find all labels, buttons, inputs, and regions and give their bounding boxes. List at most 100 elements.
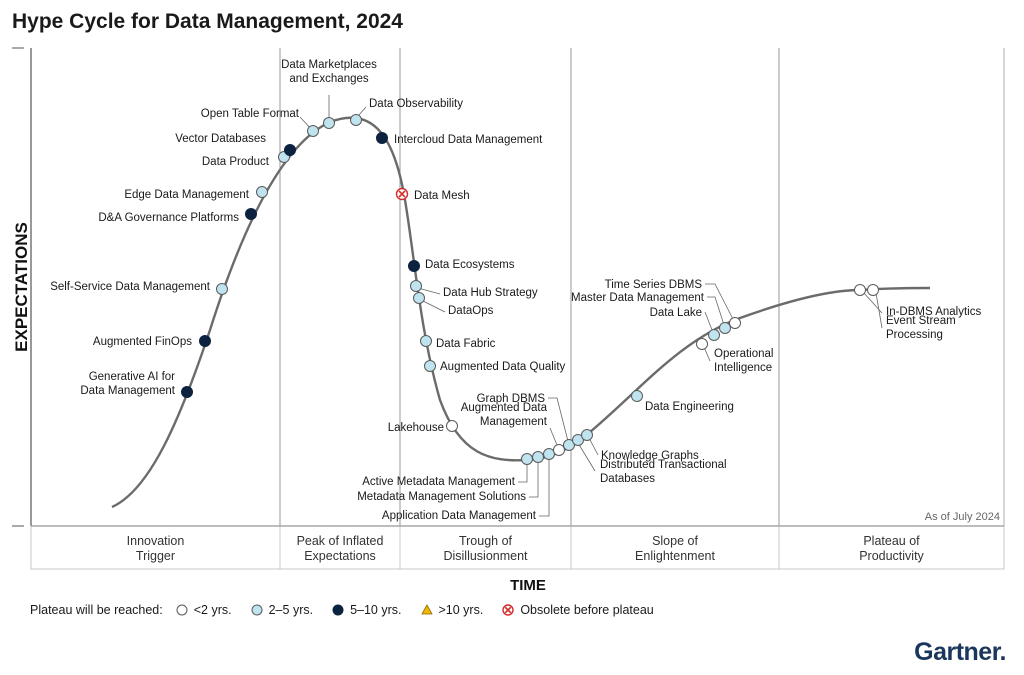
point-self-service-data-management: [216, 283, 228, 295]
label-event-stream-processing: Event Stream Processing: [886, 315, 956, 341]
phase-label: Peak of Inflated Expectations: [297, 534, 384, 563]
leader-line-metadata-management-solutions: [529, 460, 539, 498]
legend-marker-5to10: [332, 604, 344, 616]
point-graph-dbms: [563, 439, 575, 451]
phase-label: Trough of Disillusionment: [443, 534, 528, 563]
leader-line-distributed-transactional-databases: [577, 442, 596, 472]
label-in-dbms-analytics: In-DBMS Analytics: [886, 306, 981, 318]
point-generative-ai-for-data-management: [181, 386, 193, 398]
legend-label: 2–5 yrs.: [268, 603, 314, 617]
point-knowledge-graphs: [581, 429, 593, 441]
label-knowledge-graphs: Knowledge Graphs: [601, 450, 699, 462]
point-edge-data-management: [256, 186, 268, 198]
label-time-series-dbms: Time Series DBMS: [605, 279, 703, 291]
point-application-data-management: [543, 448, 555, 460]
label-data-fabric: Data Fabric: [436, 338, 496, 350]
point-augmented-data-management: [553, 444, 565, 456]
label-vector-databases: Vector Databases: [175, 133, 266, 145]
legend-item-5to10: 5–10 yrs.: [331, 603, 402, 617]
point-data-engineering: [631, 390, 643, 402]
point-open-table-format: [307, 125, 319, 137]
legend-swatch-obsolete: [502, 604, 515, 616]
point-master-data-management: [719, 322, 731, 334]
point-intercloud-data-management: [376, 132, 388, 144]
label-data-mesh: Data Mesh: [414, 190, 470, 202]
x-axis-title: TIME: [510, 577, 546, 594]
label-open-table-format: Open Table Format: [201, 108, 300, 120]
point-data-fabric: [420, 335, 432, 347]
label-active-metadata-management: Active Metadata Management: [362, 476, 516, 488]
point-in-dbms-analytics: [854, 284, 866, 296]
leader-line-graph-dbms: [548, 397, 570, 446]
phase-label: Slope of Enlightenment: [635, 534, 715, 563]
leader-line-application-data-management: [539, 457, 550, 517]
point-metadata-management-solutions: [532, 451, 544, 463]
hype-cycle-chart: Generative AI for Data Management Augmente…: [12, 47, 1005, 594]
leader-line-dataops: [420, 299, 446, 313]
label-data-lake: Data Lake: [650, 307, 702, 319]
point-event-stream-processing: [867, 284, 879, 296]
point-data-lake: [708, 329, 720, 341]
legend-label: Obsolete before plateau: [520, 603, 654, 617]
legend-swatch-gt10: [420, 604, 433, 615]
label-data-observability: Data Observability: [369, 98, 463, 110]
label-application-data-management: Application Data Management: [382, 510, 537, 522]
legend-marker-2to5: [251, 604, 263, 616]
point-operational-intelligence: [696, 338, 708, 350]
label-augmented-finops: Augmented FinOps: [93, 336, 192, 348]
label-danda-governance-platforms: D&A Governance Platforms: [98, 212, 239, 224]
hype-curve: [111, 116, 931, 509]
legend-item-gt10: >10 yrs.: [420, 603, 483, 617]
label-metadata-management-solutions: Metadata Management Solutions: [357, 491, 526, 503]
phase-label: Plateau of Productivity: [859, 534, 924, 563]
legend-label: 5–10 yrs.: [350, 603, 402, 617]
legend-marker-obsolete: [502, 604, 515, 616]
legend-item-obsolete: Obsolete before plateau: [501, 603, 654, 617]
legend-item-lt2: <2 yrs.: [175, 603, 232, 617]
legend-swatch-lt2: [176, 604, 188, 616]
point-lakehouse: [446, 420, 458, 432]
legend-title: Plateau will be reached:: [30, 603, 163, 617]
gartner-logo: Gartner.: [914, 638, 1006, 666]
leader-line-active-metadata-management: [518, 462, 528, 483]
legend: Plateau will be reached: <2 yrs. 2–5 yrs.…: [30, 603, 672, 617]
label-data-engineering: Data Engineering: [645, 401, 734, 413]
legend-marker-gt10: [420, 604, 433, 615]
leader-line-data-hub-strategy: [417, 287, 441, 295]
legend-label: <2 yrs.: [193, 603, 232, 617]
legend-item-2to5: 2–5 yrs.: [250, 603, 313, 617]
label-edge-data-management: Edge Data Management: [124, 189, 249, 201]
point-dataops: [413, 292, 425, 304]
label-graph-dbms: Graph DBMS: [477, 393, 546, 405]
label-master-data-management: Master Data Management: [571, 292, 705, 304]
label-augmented-data-quality: Augmented Data Quality: [440, 361, 566, 373]
leader-line-operational-intelligence: [703, 346, 711, 362]
point-danda-governance-platforms: [245, 208, 257, 220]
label-augmented-data-management: Augmented Data Management: [461, 402, 548, 428]
point-data-observability: [350, 114, 362, 126]
leader-line-knowledge-graphs: [588, 437, 599, 456]
label-self-service-data-management: Self-Service Data Management: [50, 281, 211, 293]
label-dataops: DataOps: [448, 305, 494, 317]
legend-swatch-5to10: [332, 604, 344, 616]
point-data-mesh: [395, 187, 409, 201]
label-data-hub-strategy: Data Hub Strategy: [443, 287, 538, 299]
label-distributed-transactional-databases: Distributed Transactional Databases: [600, 459, 727, 485]
point-vector-databases: [284, 144, 296, 156]
point-data-marketplaces-and-exchanges: [323, 117, 335, 129]
point-data-ecosystems: [408, 260, 420, 272]
legend-swatch-2to5: [251, 604, 263, 616]
leader-line-data-observability: [357, 106, 367, 117]
point-active-metadata-management: [521, 453, 533, 465]
leader-line-master-data-management: [707, 296, 726, 329]
as-of-note: As of July 2024: [925, 511, 1000, 523]
leader-line-time-series-dbms: [705, 283, 736, 324]
label-data-ecosystems: Data Ecosystems: [425, 259, 515, 271]
point-distributed-transactional-databases: [572, 434, 584, 446]
point-augmented-data-quality: [424, 360, 436, 372]
label-data-product: Data Product: [202, 156, 270, 168]
label-lakehouse: Lakehouse: [388, 422, 444, 434]
point-data-hub-strategy: [410, 280, 422, 292]
y-axis-title: EXPECTATIONS: [12, 222, 31, 352]
leader-line-event-stream-processing: [875, 292, 883, 329]
